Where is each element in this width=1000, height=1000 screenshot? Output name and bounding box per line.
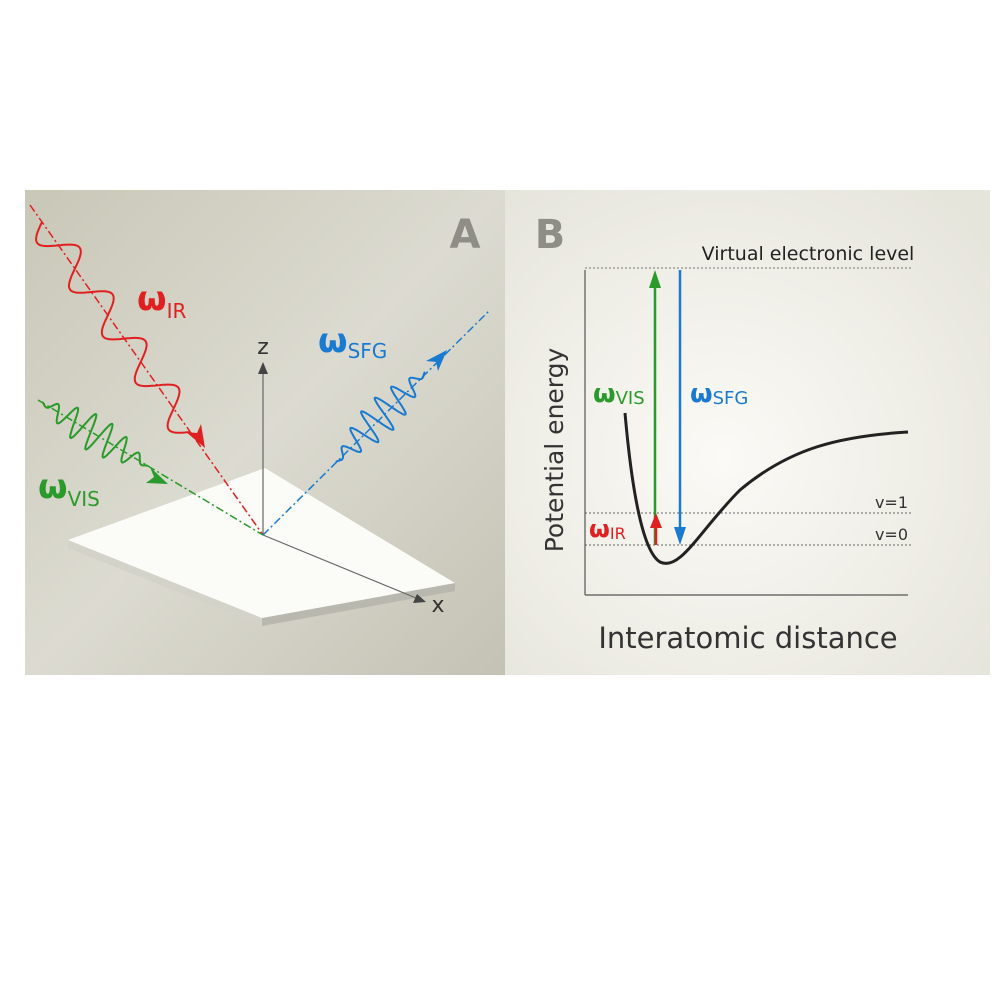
arrowhead — [674, 527, 686, 545]
plate-edge — [68, 540, 262, 626]
x-axis — [262, 534, 417, 599]
v1-label: v=1 — [875, 493, 908, 512]
wave — [35, 221, 191, 434]
omega: ω — [38, 467, 68, 507]
arrowhead — [186, 424, 205, 448]
omega-ir-label: ωIR — [137, 279, 186, 323]
z-label: z — [257, 335, 269, 360]
wave — [335, 371, 426, 463]
omega-sfg-label: ωSFG — [318, 321, 387, 363]
plate — [68, 468, 455, 618]
arrowhead — [650, 513, 662, 528]
arrowhead — [426, 350, 447, 371]
y-axis-label: Potential energy — [540, 348, 569, 553]
omega: ω — [690, 379, 713, 409]
omega: ω — [137, 279, 167, 319]
omega: ω — [318, 321, 348, 361]
arrowhead — [649, 270, 661, 288]
omega: ω — [589, 515, 610, 543]
omega-sfg-label: ωSFG — [690, 379, 748, 409]
subscript: IR — [167, 299, 187, 323]
omega: ω — [593, 379, 616, 409]
panel-b-bg — [505, 190, 990, 675]
omega-vis-label: ωVIS — [593, 379, 645, 409]
potential-curve — [623, 412, 909, 565]
omega-vis-label: ωVIS — [38, 467, 100, 511]
x-axis-label: Interatomic distance — [598, 621, 897, 655]
panel-label: A — [450, 212, 481, 258]
wave — [41, 401, 149, 467]
v0-label: v=0 — [875, 525, 908, 544]
subscript: VIS — [616, 388, 645, 409]
arrowhead — [413, 594, 426, 603]
x-label: x — [431, 593, 444, 618]
omega-ir-label: ωIR — [589, 515, 626, 543]
subscript: SFG — [348, 339, 388, 363]
arrowhead — [146, 467, 168, 484]
ir-beam — [29, 204, 264, 536]
arrowhead — [258, 362, 268, 374]
virtual-level-label: Virtual electronic level — [702, 243, 915, 265]
subscript: IR — [610, 524, 626, 543]
subscript: VIS — [68, 487, 100, 511]
subscript: SFG — [713, 388, 749, 409]
sfg-beam — [262, 309, 491, 536]
panel-label: B — [535, 212, 566, 258]
